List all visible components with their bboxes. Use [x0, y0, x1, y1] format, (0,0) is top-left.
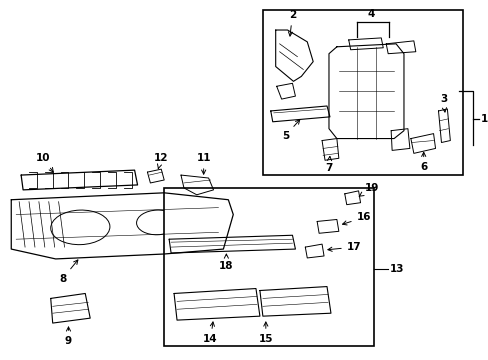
- Text: 10: 10: [36, 153, 53, 172]
- Text: 15: 15: [258, 322, 272, 344]
- Text: 4: 4: [367, 9, 374, 19]
- Text: 19: 19: [359, 183, 378, 196]
- Text: 11: 11: [196, 153, 210, 174]
- Text: 18: 18: [219, 254, 233, 271]
- Text: 8: 8: [59, 260, 78, 284]
- Text: 9: 9: [65, 327, 72, 346]
- Text: 17: 17: [327, 242, 361, 252]
- Text: 3: 3: [439, 94, 446, 112]
- Text: 2: 2: [288, 10, 296, 36]
- Bar: [164, 188, 374, 346]
- Text: 6: 6: [419, 152, 427, 172]
- Text: 1: 1: [480, 114, 487, 124]
- Text: 12: 12: [154, 153, 168, 169]
- Text: 7: 7: [325, 156, 332, 173]
- Text: 13: 13: [389, 264, 404, 274]
- Bar: [263, 10, 462, 175]
- Text: 5: 5: [282, 120, 299, 141]
- Text: 16: 16: [342, 212, 370, 225]
- Text: 14: 14: [203, 322, 218, 344]
